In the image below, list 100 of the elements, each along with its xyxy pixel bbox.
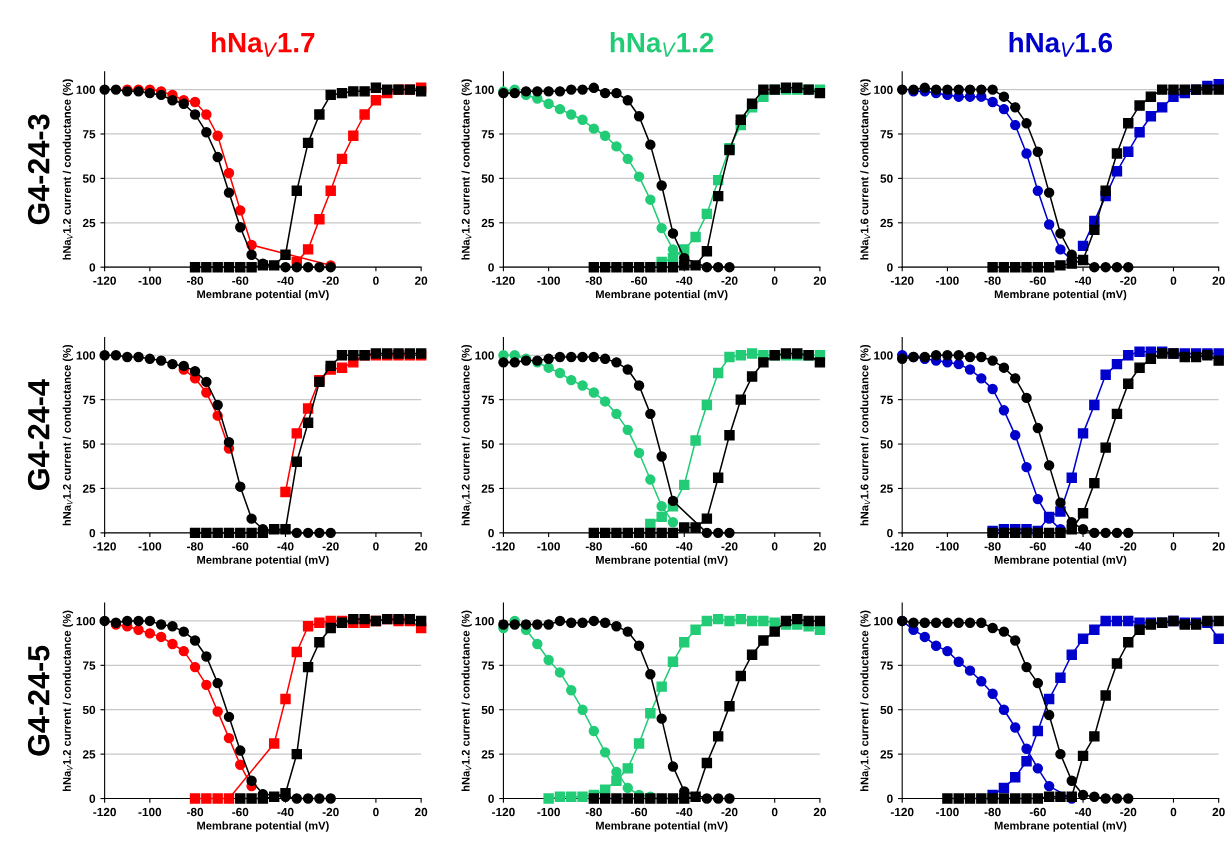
y-tick-label: 50 <box>82 174 96 183</box>
y-axis-title: hNa$_{V}$1.6 current / conductance (%) <box>860 610 871 791</box>
y-tick-label: 0 <box>488 263 494 272</box>
x-axis-title: Membrane potential (mV) <box>197 555 329 567</box>
y-tick-label: 100 <box>874 85 893 94</box>
x-tick-label: -120 <box>492 542 515 551</box>
text: G4-24-4 <box>27 379 50 490</box>
x-tick-label: -100 <box>138 807 162 817</box>
y-tick-label: 50 <box>481 440 494 449</box>
chart-title: hNa$_{V}$1.2 <box>610 32 714 57</box>
x-tick-label: -120 <box>93 276 116 285</box>
x-tick-label: -80 <box>585 542 602 551</box>
x-tick-label: -60 <box>630 542 648 551</box>
x-tick-label: 0 <box>373 542 379 551</box>
x-tick-label: -20 <box>1120 276 1137 285</box>
x-tick-label: -40 <box>676 276 693 285</box>
x-tick-label: -60 <box>232 807 249 817</box>
x-tick-label: 20 <box>1212 276 1225 285</box>
y-tick-label: 0 <box>887 263 893 272</box>
y-axis-title: hNa$_{V}$1.6 current / conductance (%) <box>860 344 871 526</box>
y-tick-label: 75 <box>481 661 495 670</box>
x-tick-label: -60 <box>1029 807 1046 817</box>
x-tick-label: -80 <box>984 807 1001 817</box>
y-tick-label: 75 <box>82 661 96 670</box>
x-tick-label: -20 <box>322 807 339 817</box>
y-tick-label: 100 <box>475 85 494 94</box>
x-tick-label: -80 <box>186 807 204 817</box>
x-tick-label: -20 <box>322 542 339 551</box>
y-tick-label: 75 <box>880 395 893 405</box>
y-tick-label: 25 <box>82 750 96 759</box>
y-tick-label: 100 <box>475 351 494 360</box>
x-tick-label: -40 <box>1074 807 1092 817</box>
x-tick-label: -120 <box>492 807 515 817</box>
x-tick-label: -60 <box>630 807 648 817</box>
x-tick-label: -100 <box>138 542 162 551</box>
y-tick-label: 25 <box>481 484 495 493</box>
x-tick-label: -60 <box>232 276 249 285</box>
y-tick-label: 0 <box>488 528 494 538</box>
x-tick-label: 0 <box>771 807 778 817</box>
x-axis-title: Membrane potential (mV) <box>994 821 1127 832</box>
y-tick-label: 75 <box>481 395 495 405</box>
x-tick-label: 20 <box>1212 542 1225 551</box>
x-tick-label: 0 <box>771 542 778 551</box>
y-tick-label: 25 <box>880 484 893 493</box>
x-tick-label: -60 <box>232 542 249 551</box>
x-tick-label: -20 <box>1120 542 1137 551</box>
y-tick-label: 25 <box>82 484 96 493</box>
x-tick-label: 20 <box>414 542 428 551</box>
x-tick-label: -100 <box>936 542 959 551</box>
x-tick-label: -80 <box>186 276 204 285</box>
x-axis-title: Membrane potential (mV) <box>994 289 1127 301</box>
x-tick-label: -40 <box>277 807 294 817</box>
y-axis-title: hNa$_{V}$1.2 current / conductance (%) <box>461 610 472 791</box>
x-tick-label: -80 <box>585 807 602 817</box>
x-tick-label: -100 <box>537 276 560 285</box>
y-tick-label: 100 <box>874 616 893 626</box>
x-tick-label: -60 <box>1029 276 1046 285</box>
x-tick-label: -120 <box>93 542 116 551</box>
x-tick-label: 0 <box>1170 542 1177 551</box>
x-axis-title: Membrane potential (mV) <box>596 289 728 301</box>
x-tick-label: -60 <box>630 276 648 285</box>
y-tick-label: 0 <box>89 794 96 803</box>
x-tick-label: -120 <box>890 807 914 817</box>
y-tick-label: 75 <box>880 661 893 670</box>
y-tick-label: 100 <box>874 351 893 360</box>
y-tick-label: 100 <box>76 616 96 626</box>
y-axis-title: hNa$_{V}$1.2 current / conductance (%) <box>62 610 74 791</box>
y-axis-title: hNa$_{V}$1.6 current / conductance (%) <box>860 79 871 260</box>
y-tick-label: 50 <box>481 705 494 715</box>
y-tick-label: 75 <box>880 130 893 139</box>
x-tick-label: -100 <box>936 276 959 285</box>
x-tick-label: 0 <box>1170 276 1177 285</box>
x-tick-label: 0 <box>1170 807 1177 817</box>
x-tick-label: -40 <box>277 542 294 551</box>
y-tick-label: 75 <box>481 130 495 139</box>
y-tick-label: 0 <box>89 528 96 538</box>
x-tick-label: -60 <box>1029 542 1046 551</box>
x-axis-title: Membrane potential (mV) <box>197 289 329 301</box>
x-tick-label: -40 <box>1074 542 1092 551</box>
y-tick-label: 0 <box>887 794 893 803</box>
y-tick-label: 50 <box>481 174 494 183</box>
y-tick-label: 50 <box>82 440 96 449</box>
x-tick-label: -40 <box>277 276 294 285</box>
x-tick-label: -120 <box>492 276 515 285</box>
x-tick-label: 20 <box>1212 807 1225 817</box>
y-tick-label: 25 <box>481 750 495 759</box>
text: G4-24-3 <box>27 114 50 225</box>
x-tick-label: -120 <box>890 276 914 285</box>
x-tick-label: -100 <box>537 807 560 817</box>
y-tick-label: 0 <box>887 528 893 538</box>
x-tick-label: -100 <box>537 542 560 551</box>
text: G4-24-5 <box>27 645 50 756</box>
x-tick-label: -120 <box>93 807 116 817</box>
y-tick-label: 25 <box>880 218 893 228</box>
y-tick-label: 50 <box>880 705 893 715</box>
x-tick-label: -20 <box>721 276 738 285</box>
y-tick-label: 100 <box>76 85 96 94</box>
x-tick-label: -20 <box>1120 807 1137 817</box>
x-tick-label: 0 <box>373 276 379 285</box>
x-tick-label: -100 <box>138 276 162 285</box>
